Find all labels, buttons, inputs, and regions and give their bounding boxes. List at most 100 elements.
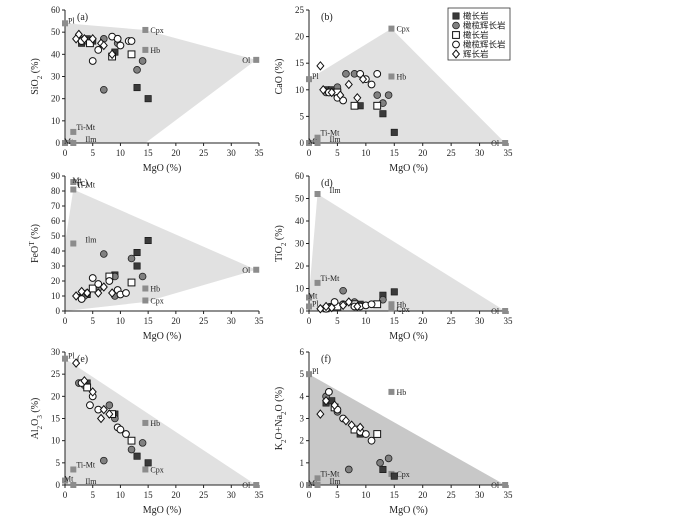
endmember-marker-cpx [142,297,149,304]
endmember-marker-ilm [314,140,321,146]
endmember-label-hb: Hb [150,419,160,428]
legend-item-label: 橄榄辉长岩 [463,40,506,50]
x-tick-label: 25 [447,148,457,158]
endmember-label-ti-mt: Ti-Mt [321,274,341,283]
x-tick-label: 15 [144,316,154,326]
endmember-label-hb: Hb [396,300,406,309]
endmember-marker-ilm [314,482,321,488]
data-point-filled-square [452,12,460,20]
endmember-marker-hb [388,301,395,308]
endmember-marker-ol [253,56,260,63]
x-tick-label: 35 [504,316,514,326]
panel-label: (d) [321,178,333,189]
endmember-label-cpx: Cpx [150,26,163,35]
endmember-label-mt: Mt [308,137,318,146]
endmember-label-ti-mt: Ti-Mt [321,129,341,138]
data-point-filled-circle [384,91,393,99]
chart-panel-1: 0 5 10 15 20 25 30 35 0 10 20 30 40 50 60 MgO (%) SiO2 (… [30,5,264,174]
endmember-label-ilm: Ilm [85,135,97,144]
y-tick-label: 25 [51,369,61,379]
data-point-open-square [127,436,136,445]
x-tick-label: 35 [504,148,514,158]
y-tick-label: 5 [300,111,305,121]
y-tick-label: 0 [300,138,305,148]
endmember-label-ilm: Ilm [330,135,342,144]
y-axis-title: SiO2 (%) [30,58,44,95]
data-point-filled-square [133,84,141,92]
data-point-filled-circle [138,272,147,281]
mineral-field-polygon [309,28,506,144]
x-tick-label: 35 [255,316,265,326]
panel-label: (e) [77,354,88,365]
endmember-label-mt: Mt [64,137,74,146]
endmember-marker-ol [253,482,260,488]
x-tick-label: 0 [307,490,312,500]
data-point-filled-circle [127,445,136,454]
y-tick-label: 60 [51,216,61,226]
data-point-open-circle [356,69,365,78]
data-point-open-diamond [339,300,348,311]
data-point-open-diamond [108,49,117,60]
data-point-open-diamond [341,415,351,426]
x-tick-label: 20 [171,148,181,158]
endmember-marker-ilm [70,140,77,146]
y-tick-label: 70 [51,201,61,211]
data-point-open-circle [367,436,376,445]
y-axis-title: FeOT (%) [28,224,41,263]
data-point-filled-square [379,110,387,118]
data-point-open-circle [116,425,125,434]
y-tick-label: 40 [295,216,305,226]
x-tick-label: 15 [144,148,154,158]
data-point-open-diamond [77,286,86,297]
x-tick-label: 5 [90,148,95,158]
legend-item-label: 橄长岩 [463,30,489,40]
data-point-open-diamond [356,422,365,433]
data-point-filled-circle [138,439,147,447]
endmember-label-ti-mt: Ti-Mt [76,123,96,132]
data-point-open-diamond [72,291,81,301]
data-point-open-diamond [316,303,325,314]
data-point-open-circle [105,277,114,285]
endmember-marker-ilm [70,240,77,247]
data-point-open-diamond [83,288,92,298]
endmember-marker-ti-mt [70,128,77,135]
x-tick-label: 25 [199,316,209,326]
data-point-open-diamond [99,282,108,292]
x-tick-label: 10 [361,490,371,500]
endmember-label-hb: Hb [396,388,406,397]
data-point-open-circle [127,37,136,45]
y-tick-label: 0 [300,306,305,316]
endmember-marker-pl [306,371,312,378]
y-tick-label: 20 [295,261,305,271]
data-point-open-circle [116,41,125,50]
data-point-filled-square [144,237,152,245]
data-point-open-circle [113,34,122,43]
y-tick-label: 0 [56,306,61,316]
x-tick-label: 0 [63,148,68,158]
y-tick-label: 25 [295,5,305,15]
endmember-label-ol: Ol [242,481,251,490]
x-tick-label: 0 [307,148,312,158]
endmember-label-hb: Hb [150,285,160,294]
y-tick-label: 60 [51,5,61,15]
x-axis-title: MgO (%) [143,505,182,516]
endmember-marker-hb [142,285,149,292]
endmember-marker-ti-mt [314,279,321,286]
y-tick-label: 80 [51,186,61,196]
mineral-field-polygon [65,358,257,485]
x-tick-label: 30 [475,316,485,326]
y-tick-label: 50 [51,231,61,241]
data-point-open-diamond [322,301,331,312]
x-tick-label: 5 [90,490,95,500]
x-tick-label: 25 [199,148,209,158]
data-point-open-diamond [80,34,89,44]
data-point-open-circle [122,289,130,297]
data-point-open-circle [325,388,333,396]
data-point-open-diamond [451,49,461,59]
data-point-open-diamond [99,40,108,51]
panel-label: (b) [321,12,333,23]
y-tick-label: 50 [51,27,61,37]
x-tick-label: 25 [447,316,457,326]
x-tick-label: 15 [390,316,400,326]
endmember-label-pl: Pl [312,367,319,376]
